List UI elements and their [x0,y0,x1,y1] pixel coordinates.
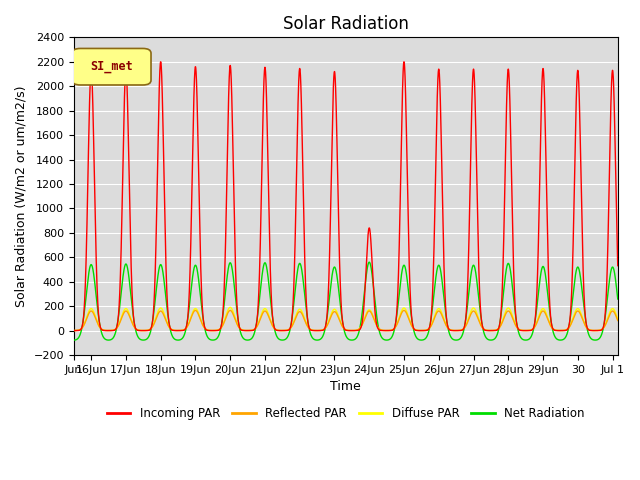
FancyBboxPatch shape [72,48,151,85]
Y-axis label: Solar Radiation (W/m2 or um/m2/s): Solar Radiation (W/m2 or um/m2/s) [15,85,28,307]
Legend: Incoming PAR, Reflected PAR, Diffuse PAR, Net Radiation: Incoming PAR, Reflected PAR, Diffuse PAR… [102,402,589,425]
Text: SI_met: SI_met [90,60,132,73]
X-axis label: Time: Time [330,380,361,393]
Title: Solar Radiation: Solar Radiation [283,15,409,33]
